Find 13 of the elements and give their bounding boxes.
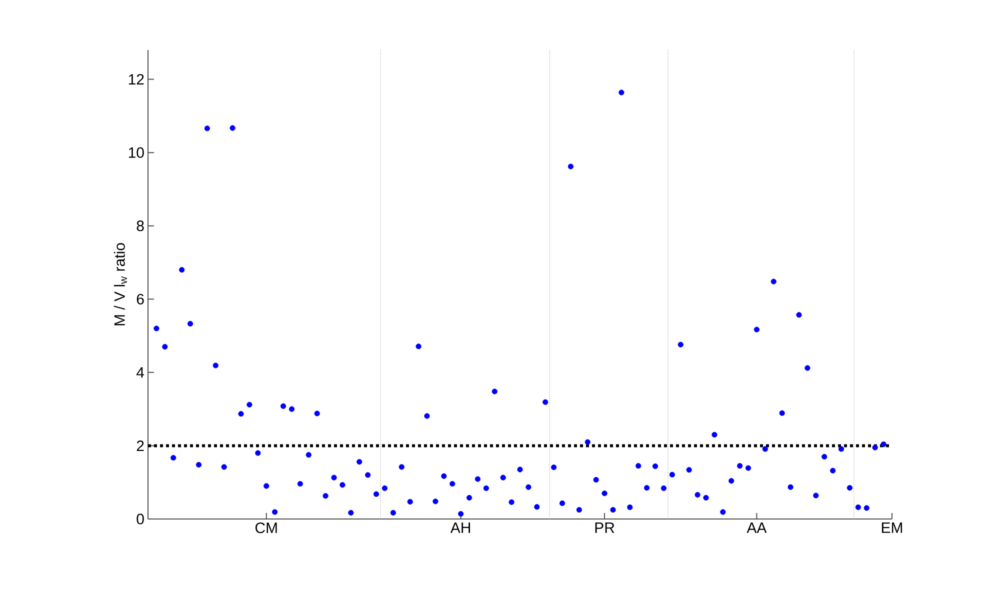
y-axis-title: M / V l$_{w}$ ratio bbox=[114, 243, 127, 326]
y-tick-label: 0 bbox=[136, 514, 144, 524]
x-tick-label: EM bbox=[882, 522, 902, 533]
x-tick-label: AH bbox=[450, 522, 470, 533]
x-tick-label: CM bbox=[255, 522, 277, 534]
x-tick-label: AA bbox=[746, 522, 767, 533]
y-tick-label: 10 bbox=[128, 147, 144, 158]
y-tick-label: 8 bbox=[136, 220, 144, 232]
x-tick-label: PR bbox=[595, 522, 614, 533]
y-tick-label: 6 bbox=[136, 294, 144, 304]
y-tick-label: 12 bbox=[128, 74, 144, 85]
y-tick-label: 2 bbox=[136, 440, 144, 451]
y-tick-label: 4 bbox=[136, 367, 144, 378]
